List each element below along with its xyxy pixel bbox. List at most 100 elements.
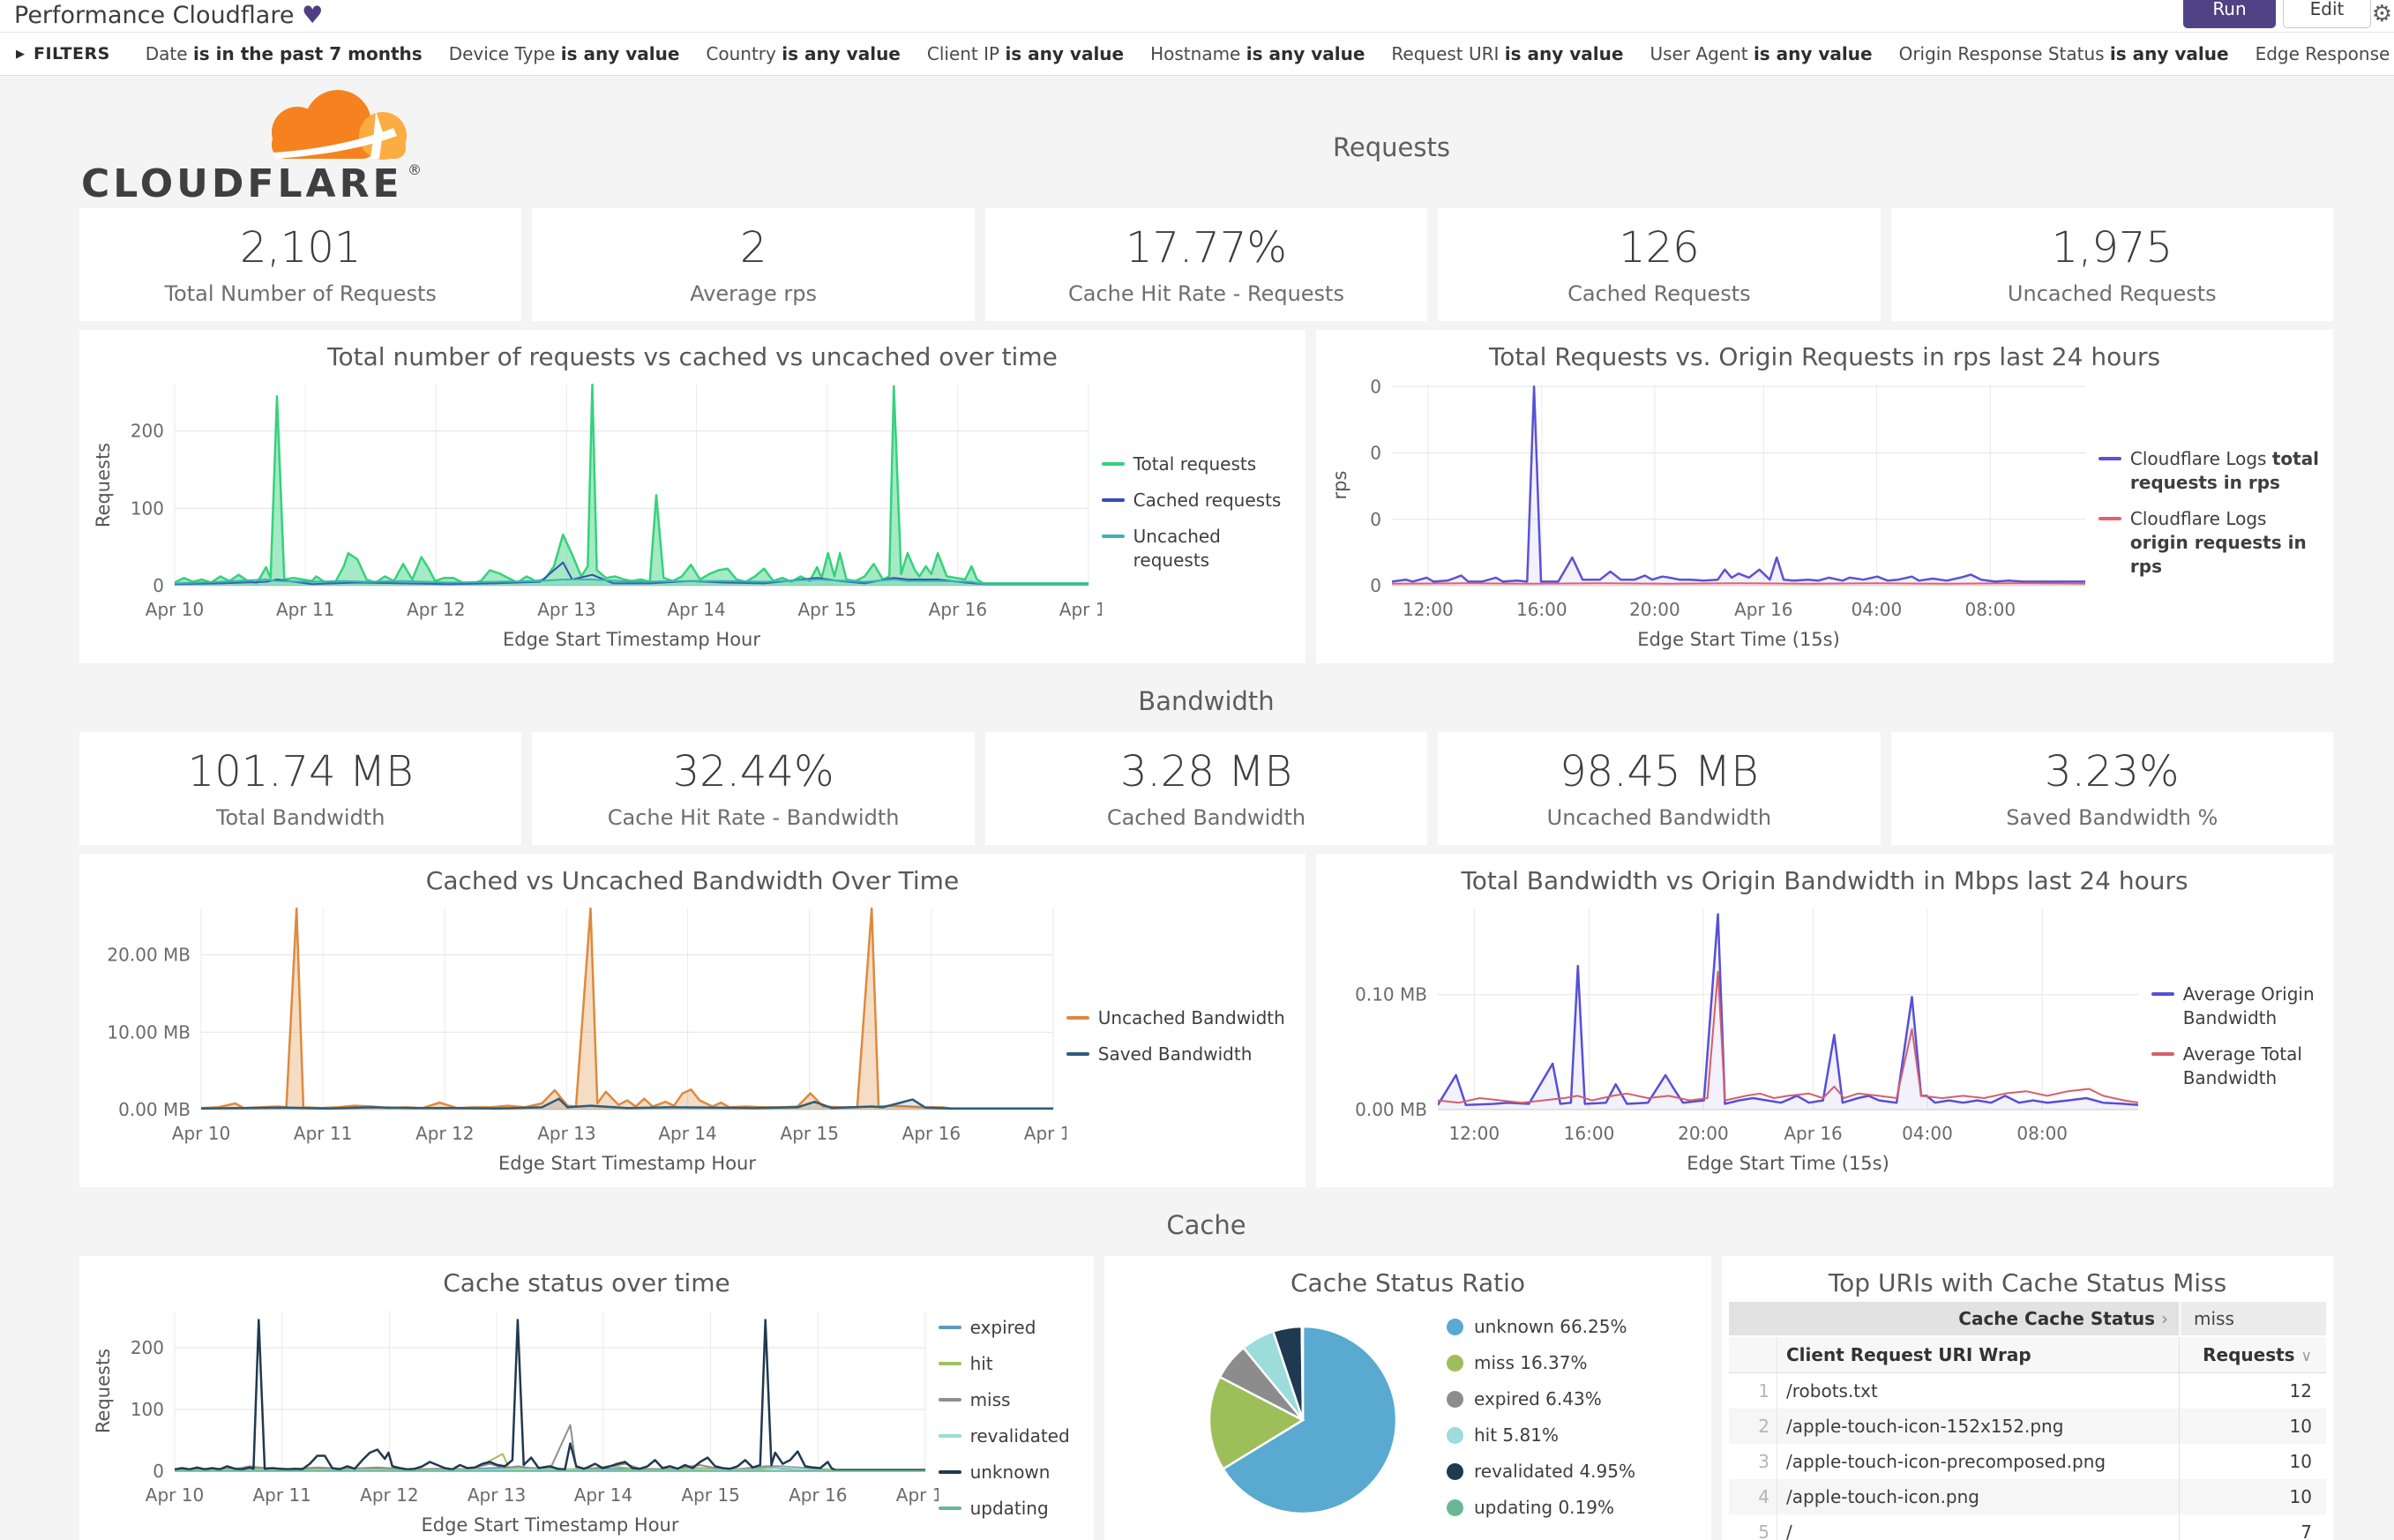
requests-column-header[interactable]: Requests ∨ [2179,1337,2326,1372]
kpi-tile: 17.77% Cache Hit Rate - Requests [984,208,1428,321]
requests-cell[interactable]: 12 [2179,1373,2326,1409]
legend-item[interactable]: Saved Bandwidth [1066,1043,1295,1066]
filter-item[interactable]: Hostname is any value [1150,43,1365,64]
uri-cell[interactable]: /robots.txt [1786,1380,1878,1402]
kpi-label: Cached Requests [1567,281,1751,306]
requests-cell[interactable]: 7 [2179,1514,2326,1540]
chart-legend: expired hit miss revalidated unknown updating [938,1298,1087,1538]
legend-swatch-icon [1447,1463,1463,1480]
filter-item[interactable]: Origin Response Status is any value [1898,43,2229,64]
legend-item[interactable]: Total requests [1101,452,1295,476]
svg-text:0: 0 [153,1461,164,1482]
svg-text:Apr 13: Apr 13 [537,1123,595,1144]
pivot-field-label[interactable]: Cache Cache Status › [1958,1308,2168,1329]
requests-cell[interactable]: 10 [2179,1409,2326,1444]
svg-text:Apr 17: Apr 17 [1024,1123,1066,1144]
chart-title: Total Bandwidth vs Origin Bandwidth in M… [1461,866,2188,895]
legend-label: hit 5.81% [1474,1424,1559,1446]
uri-cell[interactable]: /apple-touch-icon-precomposed.png [1786,1451,2106,1472]
kpi-value: 3.23% [2045,747,2180,796]
legend-item[interactable]: Uncached Bandwidth [1066,1006,1295,1030]
section-title-bandwidth: Bandwidth [1138,686,1275,716]
filter-bar: ▶ FILTERS Date is in the past 7 months De… [0,33,2394,76]
table-row[interactable]: 2/apple-touch-icon-152x152.png 10 [1729,1409,2326,1444]
legend-item[interactable]: hit 5.81% [1447,1424,1685,1447]
svg-text:08:00: 08:00 [1964,599,2016,620]
table-row[interactable]: 5 / 7 [1729,1514,2326,1540]
requests-cell[interactable]: 10 [2179,1479,2326,1514]
table-row[interactable]: 4/apple-touch-icon.png 10 [1729,1479,2326,1514]
legend-item[interactable]: hit [938,1352,1083,1376]
filter-item[interactable]: Edge Response Status is any value [2255,43,2394,64]
legend-item[interactable]: revalidated [938,1424,1083,1448]
cloudflare-logo: CLOUDFLARE ® [79,85,450,210]
legend-item[interactable]: Uncached requests [1101,525,1295,572]
filter-item[interactable]: Client IP is any value [926,43,1125,64]
kpi-value: 2 [739,223,767,273]
filter-item[interactable]: User Agent is any value [1650,43,1873,64]
charts-row-bandwidth: Cached vs Uncached Bandwidth Over Time 0… [79,854,2333,1187]
legend-item[interactable]: Cloudflare Logs total requests in rps [2098,447,2323,495]
filter-item[interactable]: Date is in the past 7 months [145,43,423,64]
filter-item[interactable]: Request URI is any value [1391,43,1624,64]
dashboard-title-text: Performance Cloudflare [14,2,295,29]
legend-item[interactable]: Cloudflare Logs origin requests in rps [2098,507,2323,579]
filter-item[interactable]: Device Type is any value [448,43,680,64]
kpi-tile: 2,101 Total Number of Requests [79,208,522,321]
legend-item[interactable]: revalidated 4.95% [1447,1460,1685,1484]
uri-column-header[interactable]: Client Request URI Wrap [1786,1344,2031,1365]
svg-text:Apr 14: Apr 14 [658,1123,716,1144]
svg-text:12:00: 12:00 [1403,599,1454,620]
chevron-right-icon: › [2161,1308,2168,1329]
table-row[interactable]: 1/robots.txt 12 [1729,1373,2326,1409]
run-button[interactable]: Run [2183,0,2276,28]
heart-icon: ♥ [302,2,324,29]
legend-label: Uncached requests [1133,526,1221,571]
requests-cell[interactable]: 10 [2179,1444,2326,1479]
chart-cache-status-ratio: unknown 66.25% miss 16.37% expired 6.43% hi… [1111,1298,1704,1536]
uri-cell[interactable]: /apple-touch-icon.png [1786,1486,1979,1507]
table-pivot-row: Cache Cache Status › miss [1729,1302,2326,1335]
table-row[interactable]: 3/apple-touch-icon-precomposed.png 10 [1729,1444,2326,1479]
section-title-cache: Cache [1166,1210,1246,1240]
svg-text:Apr 14: Apr 14 [574,1484,632,1506]
legend-item[interactable]: unknown [938,1461,1083,1484]
chart-title: Cache Status Ratio [1291,1268,1525,1297]
legend-item[interactable]: Average Origin Bandwidth [2151,983,2323,1030]
filter-item[interactable]: Country is any value [706,43,901,64]
chart-title: Total Requests vs. Origin Requests in rp… [1488,342,2161,371]
legend-swatch-icon [2151,1052,2174,1056]
legend-item[interactable]: Cached requests [1101,489,1295,512]
chart-title: Total number of requests vs cached vs un… [327,342,1058,371]
legend-item[interactable]: miss [938,1388,1083,1412]
legend-item[interactable]: unknown 66.25% [1447,1315,1685,1339]
svg-text:04:00: 04:00 [1852,599,1903,620]
legend-item[interactable]: expired 6.43% [1447,1387,1685,1411]
legend-item[interactable]: Average Total Bandwidth [2151,1043,2323,1090]
edit-button[interactable]: Edit [2283,0,2371,28]
chart-canvas: 0 0 0 0 12:00 16:00 20:00 Apr 16 04:00 08:00 rps Ed… [1329,376,2085,650]
filters-toggle[interactable]: ▶ FILTERS [16,44,110,64]
legend-item[interactable]: expired [938,1316,1083,1340]
kpi-label: Cache Hit Rate - Requests [1068,281,1344,306]
legend-swatch-icon [938,1326,961,1329]
legend-item[interactable]: updating 0.19% [1447,1496,1685,1520]
chart-legend: Average Origin Bandwidth Average Total Ba… [2151,896,2326,1177]
gear-icon[interactable]: ⚙ [2371,1,2392,27]
kpi-value: 98.45 MB [1560,747,1759,796]
uri-cell[interactable]: /apple-touch-icon-152x152.png [1786,1416,2064,1437]
legend-item[interactable]: miss 16.37% [1447,1351,1685,1375]
legend-item[interactable]: updating [938,1497,1083,1521]
dashboard-content: CLOUDFLARE ® Requests 2,101 Total Number … [0,86,2394,1540]
kpi-label: Cached Bandwidth [1106,805,1306,830]
legend-label: Uncached Bandwidth [1097,1007,1285,1028]
kpi-tile: 32.44% Cache Hit Rate - Bandwidth [532,732,975,845]
filter-list: Date is in the past 7 months Device Type … [146,43,2394,64]
uri-cell[interactable]: / [1786,1521,1792,1540]
chart-title: Cache status over time [443,1268,730,1297]
chart-card-bandwidth-last-24h: Total Bandwidth vs Origin Bandwidth in M… [1316,854,2333,1187]
svg-text:Apr 13: Apr 13 [468,1484,526,1506]
svg-text:0.00 MB: 0.00 MB [118,1099,191,1120]
svg-text:rps: rps [1329,471,1350,500]
sort-desc-icon[interactable]: ∨ [2300,1348,2312,1365]
